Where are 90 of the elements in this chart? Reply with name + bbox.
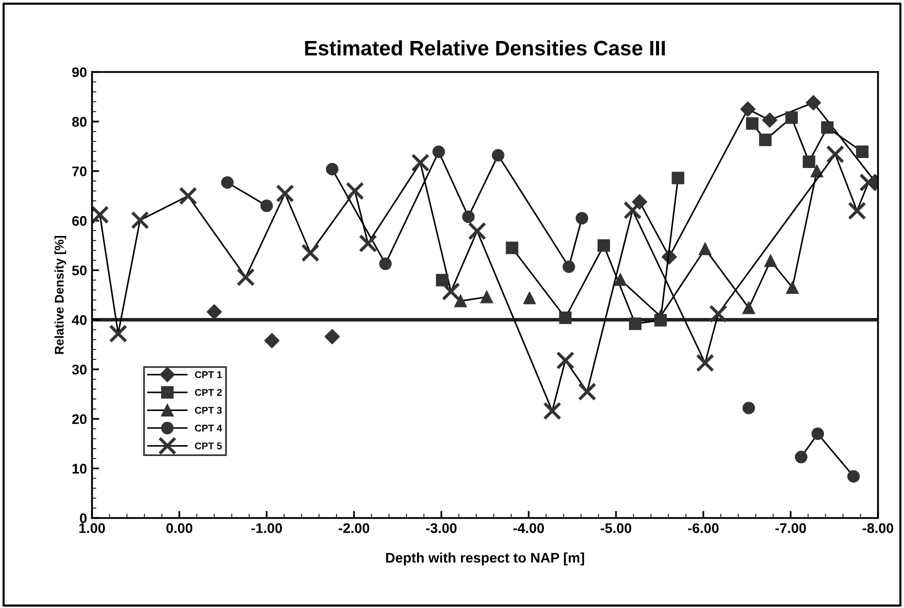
point (672, 172, 684, 184)
x-tick-label: -4.00 (513, 523, 544, 534)
x-tick-label: 0.00 (166, 523, 192, 534)
point (794, 450, 808, 464)
point (698, 242, 712, 256)
point (556, 351, 575, 370)
point (785, 111, 798, 124)
point (442, 282, 460, 301)
point (856, 146, 869, 158)
y-tick-label: 70 (72, 166, 87, 176)
point (468, 222, 486, 240)
x-tick-label: -6.00 (688, 523, 719, 534)
x-tick-label: -1.00 (251, 523, 282, 534)
point (859, 173, 878, 192)
y-tick-label: 80 (72, 116, 87, 127)
point (696, 354, 714, 372)
point (598, 239, 610, 252)
legend-label: CPT 4 (194, 424, 222, 432)
point (543, 402, 562, 420)
point (92, 206, 110, 224)
point (847, 470, 860, 483)
point (576, 212, 588, 224)
point (436, 274, 448, 286)
point (346, 182, 364, 200)
point (810, 164, 824, 178)
point (802, 155, 816, 168)
point (709, 304, 728, 323)
point (221, 176, 234, 189)
point (786, 281, 799, 294)
point (759, 134, 772, 146)
point (480, 290, 493, 304)
point (762, 112, 778, 128)
point (276, 184, 294, 203)
legend-label: CPT 5 (194, 442, 222, 450)
y-tick-label: 20 (72, 414, 87, 424)
point (326, 162, 338, 176)
point (623, 201, 642, 220)
point (301, 244, 320, 262)
y-tick-label: 40 (72, 315, 87, 325)
point (614, 273, 627, 286)
legend-label: CPT 3 (194, 406, 222, 414)
y-axis-title: Relative Density [%] (54, 236, 66, 354)
point (492, 149, 504, 162)
point (826, 145, 844, 164)
point (746, 117, 758, 130)
x-tick-label: -7.00 (775, 523, 806, 534)
point (358, 234, 378, 253)
point (764, 254, 777, 268)
x-tick-label: -8.00 (862, 523, 894, 534)
point (109, 324, 128, 343)
point (260, 200, 273, 212)
x-tick-label: -5.00 (600, 523, 632, 534)
point (324, 329, 340, 344)
point (811, 428, 824, 440)
point (742, 402, 755, 414)
legend-label: CPT 1 (194, 371, 222, 378)
y-tick-label: 0 (80, 513, 87, 524)
point (178, 186, 198, 206)
x-tick-label: 1.00 (79, 523, 105, 534)
point (236, 268, 255, 286)
point (654, 310, 667, 323)
point (559, 312, 572, 324)
y-tick-label: 60 (72, 216, 87, 226)
point (628, 317, 642, 330)
point (848, 202, 866, 220)
point (806, 95, 821, 110)
point (462, 210, 475, 223)
point (523, 292, 536, 304)
point (821, 121, 834, 134)
point (562, 260, 576, 274)
y-tick-label: 50 (72, 266, 87, 276)
chart-title: Estimated Relative Densities Case III (305, 40, 665, 56)
point (379, 258, 392, 270)
y-tick-label: 10 (72, 464, 87, 474)
point (206, 304, 222, 320)
point (264, 333, 280, 348)
point (506, 242, 518, 254)
point (432, 146, 445, 158)
point (130, 211, 150, 230)
point (740, 102, 756, 117)
point (454, 294, 467, 308)
point (578, 382, 596, 401)
point (742, 302, 755, 314)
y-tick-label: 90 (72, 67, 87, 78)
legend-label: CPT 2 (194, 389, 222, 396)
point (411, 154, 430, 172)
x-axis-title: Depth with respect to NAP [m] (386, 552, 584, 566)
x-tick-label: -3.00 (426, 523, 457, 534)
x-tick-label: -2.00 (338, 523, 370, 534)
y-tick-label: 30 (72, 364, 87, 375)
